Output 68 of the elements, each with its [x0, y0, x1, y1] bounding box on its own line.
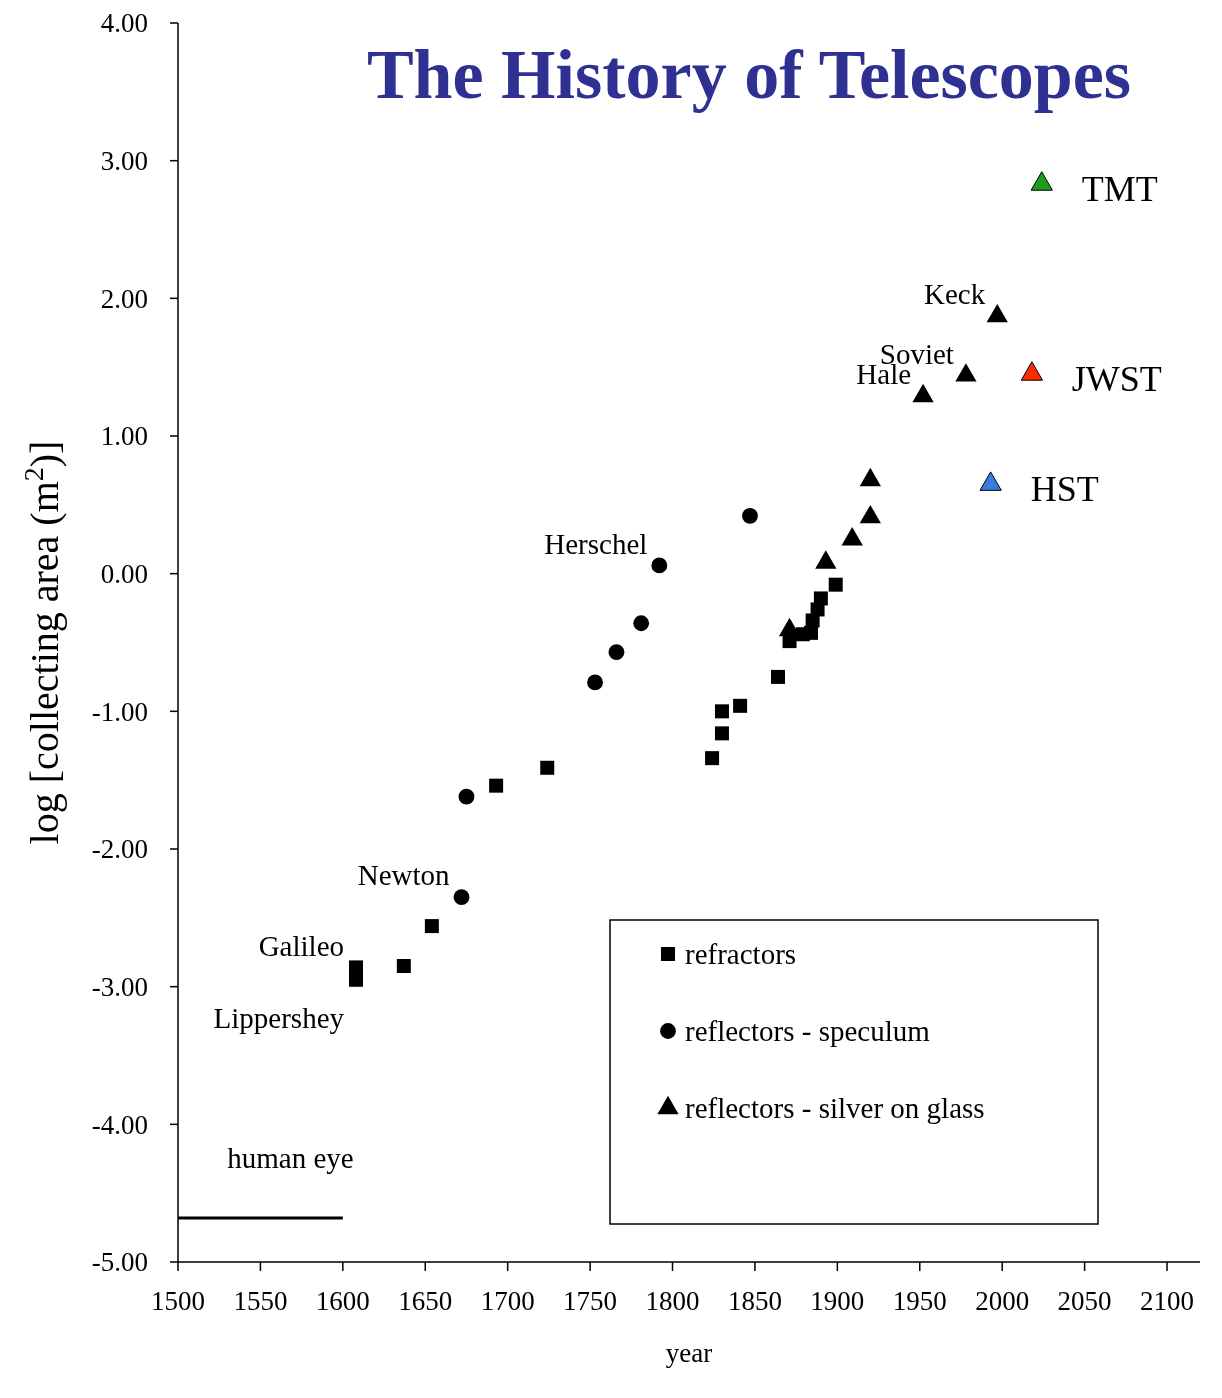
y-tick-label: -5.00 [91, 1247, 148, 1278]
annotation: JWST [1071, 358, 1162, 399]
chart-title: The History of Telescopes [366, 36, 1132, 113]
point [349, 972, 364, 987]
point [815, 550, 837, 569]
point [979, 471, 1002, 491]
point [771, 669, 786, 684]
point [540, 760, 555, 775]
legend-label: refractors [685, 938, 797, 971]
point [1030, 171, 1053, 191]
point [396, 959, 411, 974]
point [742, 507, 758, 524]
point [733, 698, 748, 713]
point [955, 363, 977, 382]
x-tick-label: 1800 [645, 1286, 700, 1316]
point [803, 625, 818, 640]
x-tick-label: 2000 [975, 1286, 1030, 1316]
y-tick-label: -1.00 [91, 696, 148, 727]
legend-label: reflectors - silver on glass [685, 1092, 985, 1125]
x-tick-label: 1750 [563, 1286, 618, 1316]
y-tick-label: 2.00 [100, 283, 148, 314]
point [828, 577, 843, 592]
point [349, 960, 364, 975]
point [859, 504, 881, 524]
x-tick-label: 2050 [1057, 1286, 1112, 1316]
point [489, 778, 504, 793]
point [608, 644, 625, 661]
x-tick-label: 1500 [151, 1286, 205, 1316]
y-tick-label: 0.00 [100, 559, 148, 590]
x-tick-label: 1550 [233, 1286, 288, 1316]
point [633, 615, 650, 632]
x-tick-label: 1900 [810, 1286, 865, 1316]
point [453, 889, 470, 906]
annotation: Keck [924, 278, 986, 311]
y-tick-label: 4.00 [100, 8, 148, 39]
point [714, 704, 729, 719]
point [1020, 361, 1043, 381]
point [424, 919, 439, 934]
x-tick-label: 1600 [315, 1286, 370, 1316]
point [859, 467, 881, 487]
point [986, 303, 1008, 323]
point [458, 788, 475, 805]
annotation: Lippershey [213, 1001, 345, 1034]
y-tick-label: 3.00 [100, 146, 148, 177]
legend-label: reflectors - speculum [685, 1015, 931, 1048]
point [705, 751, 720, 766]
point [813, 591, 828, 606]
x-tick-label: 1850 [727, 1286, 782, 1316]
annotation: Galileo [258, 929, 345, 962]
x-tick-label: 1700 [480, 1286, 535, 1316]
annotation: TMT [1081, 168, 1158, 209]
y-tick-label: 1.00 [100, 421, 148, 452]
x-tick-label: 1950 [892, 1286, 947, 1316]
annotation: Herschel [544, 527, 648, 560]
x-tick-label: 1650 [398, 1286, 453, 1316]
y-tick-label: -4.00 [91, 1109, 148, 1140]
annotation: Newton [357, 859, 451, 892]
point [841, 526, 863, 546]
point [651, 557, 668, 574]
annotation: human eye [227, 1141, 354, 1174]
x-tick-label: 2100 [1140, 1286, 1195, 1316]
y-tick-label: -3.00 [91, 972, 148, 1003]
y-tick-label: -2.00 [91, 834, 148, 865]
point [912, 383, 934, 403]
point [714, 726, 729, 741]
x-axis-title: year [665, 1338, 713, 1368]
annotation: HST [1030, 468, 1099, 509]
point [587, 674, 603, 691]
